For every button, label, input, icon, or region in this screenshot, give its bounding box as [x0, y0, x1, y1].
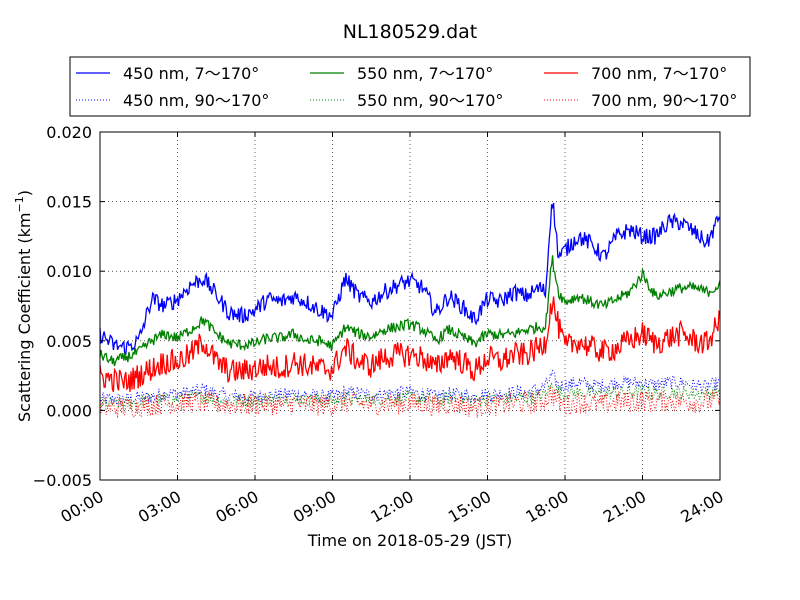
- legend-box: [69, 56, 751, 117]
- chart-title: NL180529.dat: [343, 21, 478, 43]
- series-line-2: [99, 296, 721, 393]
- chart-legend: 450 nm, 7～170° 550 nm, 7～170° 700 nm, 7～17…: [69, 56, 751, 117]
- y-axis-label-close: ): [15, 190, 34, 196]
- x-axis-label: Time on 2018-05-29 (JST): [307, 531, 512, 550]
- legend-label-3: 450 nm, 90～170°: [123, 91, 269, 110]
- legend-label-0: 450 nm, 7～170°: [123, 64, 259, 83]
- legend-label-1: 550 nm, 7～170°: [357, 64, 493, 83]
- legend-label-2: 700 nm, 7～170°: [591, 64, 727, 83]
- y-tick-label: 0.005: [46, 332, 92, 351]
- y-axis-label-main: Scattering Coefficient (km: [15, 212, 34, 422]
- y-axis-label: Scattering Coefficient (km−1): [13, 190, 34, 422]
- y-tick-label: 0.000: [46, 401, 92, 420]
- y-tick-label: 0.010: [46, 262, 92, 281]
- y-tick-label: 0.015: [46, 193, 92, 212]
- legend-label-4: 550 nm, 90～170°: [357, 91, 503, 110]
- y-axis-label-superscript: −1: [13, 196, 26, 212]
- grid-layer: [100, 132, 720, 480]
- y-tick-label: 0.020: [46, 123, 92, 142]
- series-line-4: [99, 382, 721, 410]
- y-tick-label: −0.005: [33, 471, 92, 490]
- legend-label-5: 700 nm, 90～170°: [591, 91, 737, 110]
- series-line-1: [99, 255, 721, 367]
- series-layer: [99, 202, 721, 419]
- series-line-0: [99, 202, 721, 357]
